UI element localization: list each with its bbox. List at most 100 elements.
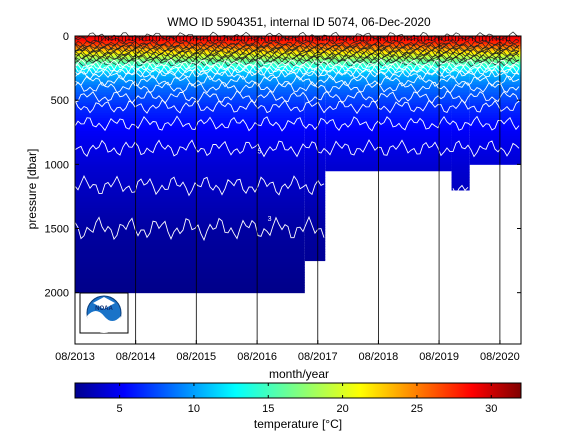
temperature-cell <box>451 51 470 55</box>
colorbar: 5 10 15 20 25 30 <box>74 382 522 415</box>
temperature-cell <box>304 259 326 262</box>
temperature-cell <box>451 64 470 68</box>
temperature-cell <box>304 200 326 204</box>
temperature-cell <box>75 107 305 111</box>
temperature-cell <box>304 205 326 209</box>
isotherm-label: 5 <box>257 148 261 155</box>
temperature-cell <box>469 84 521 88</box>
data-segment <box>451 36 470 191</box>
temperature-cell <box>451 87 470 91</box>
temperature-cell <box>75 79 305 83</box>
temperature-cell <box>451 138 470 142</box>
temperature-cell <box>75 113 305 117</box>
temperature-cell <box>325 146 452 150</box>
temperature-cell <box>451 110 470 114</box>
temperature-cell <box>325 133 452 137</box>
temperature-cell <box>75 128 305 132</box>
temperature-cell <box>304 195 326 199</box>
temperature-cell <box>304 187 326 191</box>
colorbar-gradient <box>74 382 522 399</box>
temperature-cell <box>304 166 326 170</box>
temperature-cell <box>304 97 326 101</box>
temperature-cell <box>75 120 305 124</box>
temperature-cell <box>451 125 470 129</box>
temperature-cell <box>469 148 521 152</box>
temperature-cell <box>325 71 452 75</box>
isotherm-line <box>74 44 520 55</box>
temperature-cell <box>75 277 305 281</box>
temperature-cell <box>75 154 305 158</box>
temperature-cell <box>325 159 452 163</box>
temperature-cell <box>451 154 470 158</box>
temperature-cell <box>75 179 305 183</box>
temperature-cell <box>451 120 470 124</box>
isotherm-line <box>74 99 520 115</box>
temperature-cell <box>451 123 470 127</box>
temperature-cell <box>469 92 521 96</box>
temperature-cell <box>75 151 305 155</box>
temperature-cell <box>325 56 452 60</box>
temperature-cell <box>325 92 452 96</box>
temperature-cell <box>75 169 305 173</box>
temperature-cell <box>325 115 452 119</box>
isotherm-line <box>74 40 520 50</box>
isotherm-line <box>74 80 520 94</box>
temperature-cell <box>75 166 305 170</box>
temperature-cell <box>75 87 305 91</box>
temperature-cell <box>469 79 521 83</box>
temperature-cell <box>325 138 452 142</box>
temperature-cell <box>304 74 326 78</box>
temperature-cell <box>325 125 452 129</box>
colorbar-tick-label: 10 <box>188 403 200 415</box>
y-tick-label: 2000 <box>45 288 69 300</box>
temperature-cell <box>325 79 452 83</box>
temperature-cell <box>469 133 521 137</box>
temperature-cell <box>325 38 452 42</box>
temperature-cell <box>304 184 326 188</box>
temperature-cell <box>75 77 305 81</box>
temperature-cell <box>75 241 305 245</box>
temperature-cell <box>75 177 305 181</box>
y-tick-label: 0 <box>63 31 69 43</box>
temperature-cell <box>75 269 305 273</box>
temperature-cell <box>469 41 521 45</box>
temperature-cell <box>451 172 470 176</box>
temperature-cell <box>75 118 305 122</box>
temperature-cell <box>304 179 326 183</box>
temperature-cell <box>469 118 521 122</box>
temperature-cell <box>451 164 470 168</box>
temperature-cell <box>75 218 305 222</box>
temperature-cell <box>451 61 470 65</box>
temperature-cell <box>304 82 326 86</box>
temperature-cell <box>469 128 521 132</box>
temperature-cell <box>304 56 326 60</box>
temperature-cell <box>304 223 326 227</box>
temperature-cell <box>304 41 326 45</box>
temperature-cell <box>75 290 305 294</box>
x-tick-label: 08/2020 <box>480 351 520 363</box>
y-tick-label: 1000 <box>45 159 69 171</box>
temperature-cell <box>325 105 452 109</box>
temperature-cell <box>325 128 452 132</box>
temperature-cell <box>304 215 326 219</box>
temperature-cell <box>75 148 305 152</box>
temperature-cell <box>75 236 305 240</box>
temperature-cell <box>304 154 326 158</box>
colorbar-ticks: 5 10 15 20 25 30 <box>117 383 497 415</box>
temperature-cell <box>75 133 305 137</box>
plot-frame <box>74 35 522 345</box>
temperature-cell <box>304 115 326 119</box>
temperature-cell <box>75 156 305 160</box>
temperature-cell <box>451 92 470 96</box>
noaa-logo-text: NOAA <box>95 306 113 312</box>
temperature-cell <box>75 272 305 276</box>
temperature-cell <box>325 97 452 101</box>
temperature-cell <box>451 105 470 109</box>
temperature-cell <box>75 89 305 93</box>
temperature-cell <box>304 251 326 255</box>
temperature-cell <box>75 71 305 75</box>
temperature-cell <box>451 41 470 45</box>
temperature-cell <box>304 118 326 122</box>
temperature-cell <box>325 95 452 99</box>
temperature-cell <box>451 53 470 58</box>
